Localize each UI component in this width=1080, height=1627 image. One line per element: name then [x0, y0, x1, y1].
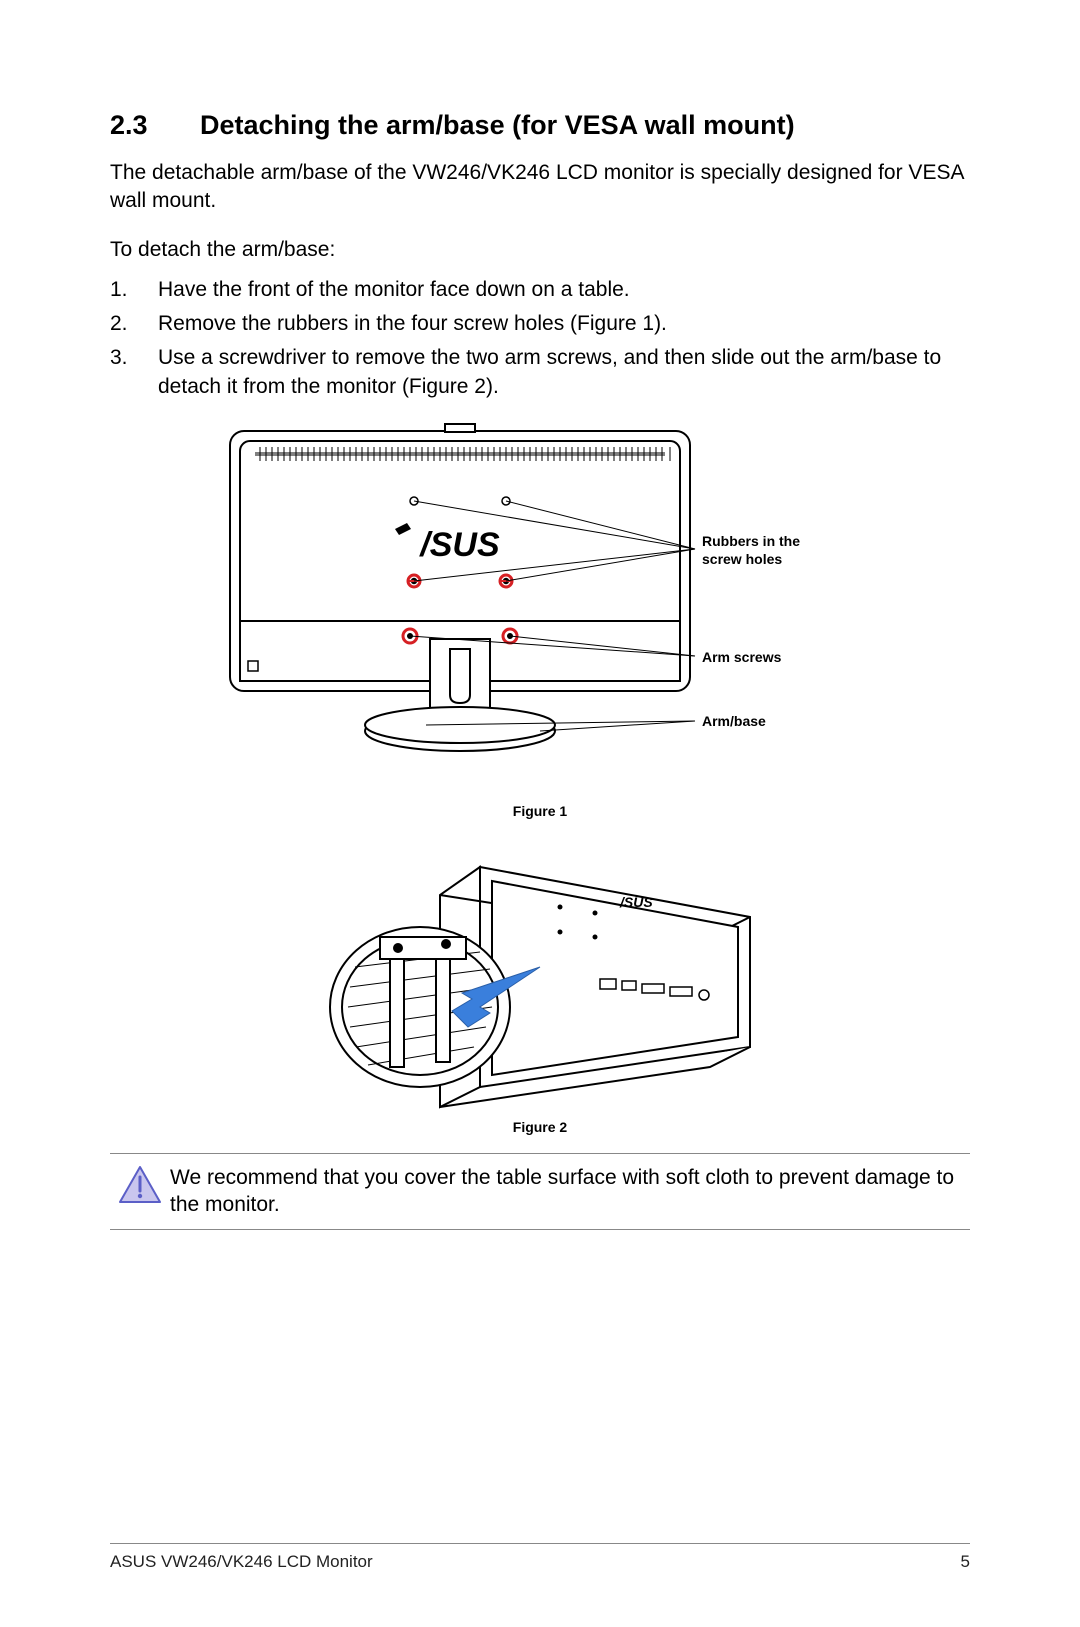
figure-1-caption: Figure 1: [110, 803, 970, 819]
section-title: Detaching the arm/base (for VESA wall mo…: [200, 110, 795, 141]
step-item: 1.Have the front of the monitor face dow…: [110, 276, 970, 304]
manual-page: 2.3 Detaching the arm/base (for VESA wal…: [0, 0, 1080, 1627]
figure-1-wrap: /SUS: [110, 421, 970, 1230]
figure-2-caption: Figure 2: [110, 1119, 970, 1135]
note-text: We recommend that you cover the table su…: [170, 1164, 970, 1219]
step-item: 3.Use a screwdriver to remove the two ar…: [110, 344, 970, 401]
figure-2: /SUS: [110, 837, 970, 1117]
page-footer: ASUS VW246/VK246 LCD Monitor 5: [110, 1543, 970, 1572]
callout-rubbers: Rubbers in the screw holes: [702, 533, 800, 568]
callout-arm-base: Arm/base: [702, 713, 766, 731]
figure-1: /SUS: [110, 421, 970, 801]
step-number: 2.: [110, 310, 158, 338]
step-item: 2.Remove the rubbers in the four screw h…: [110, 310, 970, 338]
note-box: We recommend that you cover the table su…: [110, 1153, 970, 1230]
step-text: Remove the rubbers in the four screw hol…: [158, 310, 970, 338]
step-list: 1.Have the front of the monitor face dow…: [110, 276, 970, 401]
figure-1-svg: /SUS: [110, 421, 970, 801]
callout-arm-screws: Arm screws: [702, 649, 781, 667]
step-number: 1.: [110, 276, 158, 304]
figure-2-svg: /SUS: [280, 837, 800, 1117]
intro-paragraph: The detachable arm/base of the VW246/VK2…: [110, 159, 970, 216]
footer-left: ASUS VW246/VK246 LCD Monitor: [110, 1552, 373, 1572]
step-text: Have the front of the monitor face down …: [158, 276, 970, 304]
footer-page-number: 5: [961, 1552, 970, 1572]
step-text: Use a screwdriver to remove the two arm …: [158, 344, 970, 401]
svg-text:/SUS: /SUS: [619, 894, 653, 910]
svg-text:/SUS: /SUS: [418, 526, 500, 564]
section-heading: 2.3 Detaching the arm/base (for VESA wal…: [110, 110, 970, 141]
section-number: 2.3: [110, 110, 200, 141]
step-number: 3.: [110, 344, 158, 401]
caution-icon: [110, 1164, 170, 1206]
lead-paragraph: To detach the arm/base:: [110, 238, 970, 262]
